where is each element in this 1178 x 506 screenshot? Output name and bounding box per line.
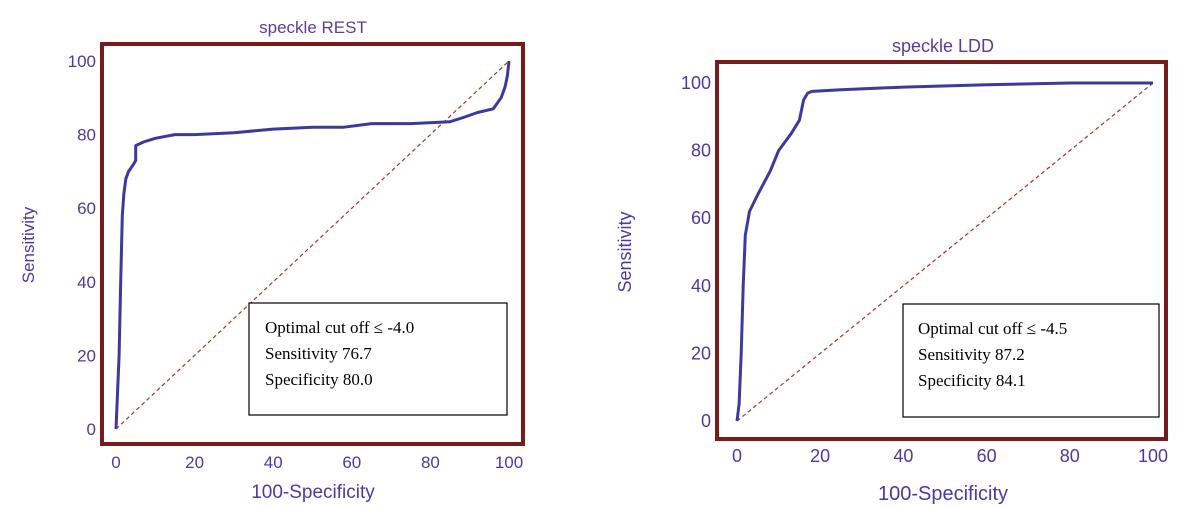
x-tick-label: 60 <box>342 453 361 472</box>
annotation-specificity: Specificity 84.1 <box>918 371 1026 390</box>
y-axis-label: Sensitivity <box>615 211 635 292</box>
annotation-sensitivity: Sensitivity 87.2 <box>918 345 1025 364</box>
annotation-specificity: Specificity 80.0 <box>265 370 373 389</box>
annotation-box: Optimal cut off ≤ -4.0 Sensitivity 76.7 … <box>248 302 508 416</box>
y-tick-label: 40 <box>77 273 96 292</box>
y-tick-label: 0 <box>87 420 96 439</box>
x-tick-label: 40 <box>264 453 283 472</box>
annotation-cutoff: Optimal cut off ≤ -4.5 <box>918 319 1067 338</box>
x-tick-label: 0 <box>111 453 120 472</box>
chart-title: speckle LDD <box>892 36 994 56</box>
chart-speckle-ldd: speckle LDD Sensitivity 100-Specificity … <box>615 36 1168 505</box>
x-tick-label: 80 <box>1060 446 1080 466</box>
y-tick-label: 60 <box>691 208 711 228</box>
y-tick-label: 80 <box>691 141 711 161</box>
x-tick-label: 20 <box>185 453 204 472</box>
chart-title: speckle REST <box>259 18 367 37</box>
x-tick-label: 100 <box>1138 446 1168 466</box>
y-tick-label: 0 <box>701 411 711 431</box>
x-tick-label: 0 <box>732 446 742 466</box>
annotation-cutoff: Optimal cut off ≤ -4.0 <box>265 318 414 337</box>
x-tick-label: 100 <box>495 453 523 472</box>
y-tick-label: 20 <box>691 343 711 363</box>
annotation-box: Optimal cut off ≤ -4.5 Sensitivity 87.2 … <box>902 303 1160 418</box>
y-tick-label: 60 <box>77 199 96 218</box>
x-tick-label: 80 <box>421 453 440 472</box>
y-tick-label: 100 <box>681 73 711 93</box>
y-axis-label: Sensitivity <box>19 206 38 283</box>
x-tick-label: 40 <box>893 446 913 466</box>
y-tick-label: 100 <box>68 52 96 71</box>
x-tick-label: 60 <box>977 446 997 466</box>
x-axis-label: 100-Specificity <box>878 483 1008 505</box>
x-tick-label: 20 <box>810 446 830 466</box>
y-tick-label: 20 <box>77 346 96 365</box>
annotation-sensitivity: Sensitivity 76.7 <box>265 344 372 363</box>
x-axis-label: 100-Specificity <box>251 482 375 503</box>
y-tick-label: 40 <box>691 276 711 296</box>
reference-diagonal <box>736 82 1154 422</box>
roc-curve <box>114 60 511 430</box>
roc-curve <box>735 81 1153 422</box>
chart-speckle-rest: speckle REST Sensitivity 100-Specificity… <box>19 18 525 503</box>
y-tick-label: 80 <box>77 126 96 145</box>
